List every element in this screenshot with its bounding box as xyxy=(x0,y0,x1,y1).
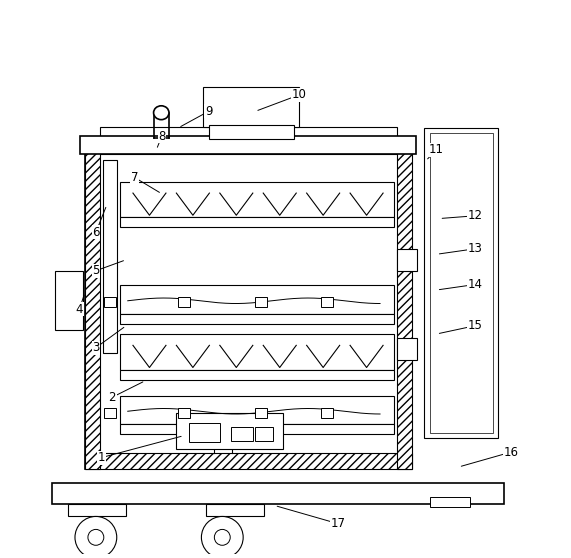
Bar xyxy=(119,396,394,424)
Bar xyxy=(85,139,412,154)
Bar xyxy=(55,271,83,330)
Bar xyxy=(396,139,412,469)
Bar xyxy=(206,504,263,517)
Bar xyxy=(178,408,190,418)
Circle shape xyxy=(88,530,104,545)
Text: 2: 2 xyxy=(108,391,116,403)
Text: 6: 6 xyxy=(92,226,99,239)
Bar xyxy=(396,249,417,271)
Bar xyxy=(190,423,219,442)
Bar xyxy=(119,218,394,227)
Bar xyxy=(255,297,267,307)
Bar xyxy=(208,125,293,139)
Bar xyxy=(119,424,394,434)
Bar xyxy=(85,139,100,469)
Bar xyxy=(429,497,471,507)
Bar xyxy=(424,128,498,439)
Bar xyxy=(103,408,116,418)
Text: 3: 3 xyxy=(92,341,99,354)
Bar xyxy=(178,297,190,307)
Text: 10: 10 xyxy=(292,88,307,102)
Bar xyxy=(103,160,116,353)
Text: 9: 9 xyxy=(205,105,212,118)
Bar xyxy=(103,297,116,307)
Bar xyxy=(231,427,252,441)
Text: 5: 5 xyxy=(92,264,99,277)
Text: 11: 11 xyxy=(429,143,444,156)
Text: 4: 4 xyxy=(75,303,83,316)
Bar xyxy=(69,504,126,517)
Text: 16: 16 xyxy=(504,446,518,459)
Bar xyxy=(52,483,504,504)
Text: 8: 8 xyxy=(158,129,166,143)
Text: 1: 1 xyxy=(98,451,105,464)
Bar xyxy=(255,427,273,441)
Bar xyxy=(100,127,396,139)
Ellipse shape xyxy=(154,106,169,119)
Bar xyxy=(321,408,333,418)
Circle shape xyxy=(75,517,116,558)
Bar xyxy=(255,408,267,418)
Bar xyxy=(321,297,333,307)
Bar xyxy=(119,285,394,314)
Text: 13: 13 xyxy=(468,242,482,255)
Text: 15: 15 xyxy=(468,319,482,332)
Bar xyxy=(429,133,493,433)
Bar xyxy=(85,453,412,469)
Circle shape xyxy=(214,530,230,545)
Bar xyxy=(119,182,394,218)
Bar xyxy=(175,413,283,449)
Bar xyxy=(203,87,299,127)
Bar xyxy=(119,314,394,324)
Bar xyxy=(85,139,412,469)
Text: 12: 12 xyxy=(468,209,482,222)
Bar xyxy=(396,338,417,360)
Circle shape xyxy=(202,517,243,558)
Text: 17: 17 xyxy=(330,517,345,530)
Text: 14: 14 xyxy=(468,278,482,291)
Text: 7: 7 xyxy=(131,171,138,184)
Bar xyxy=(119,334,394,370)
Bar xyxy=(81,136,416,154)
Bar xyxy=(119,370,394,379)
